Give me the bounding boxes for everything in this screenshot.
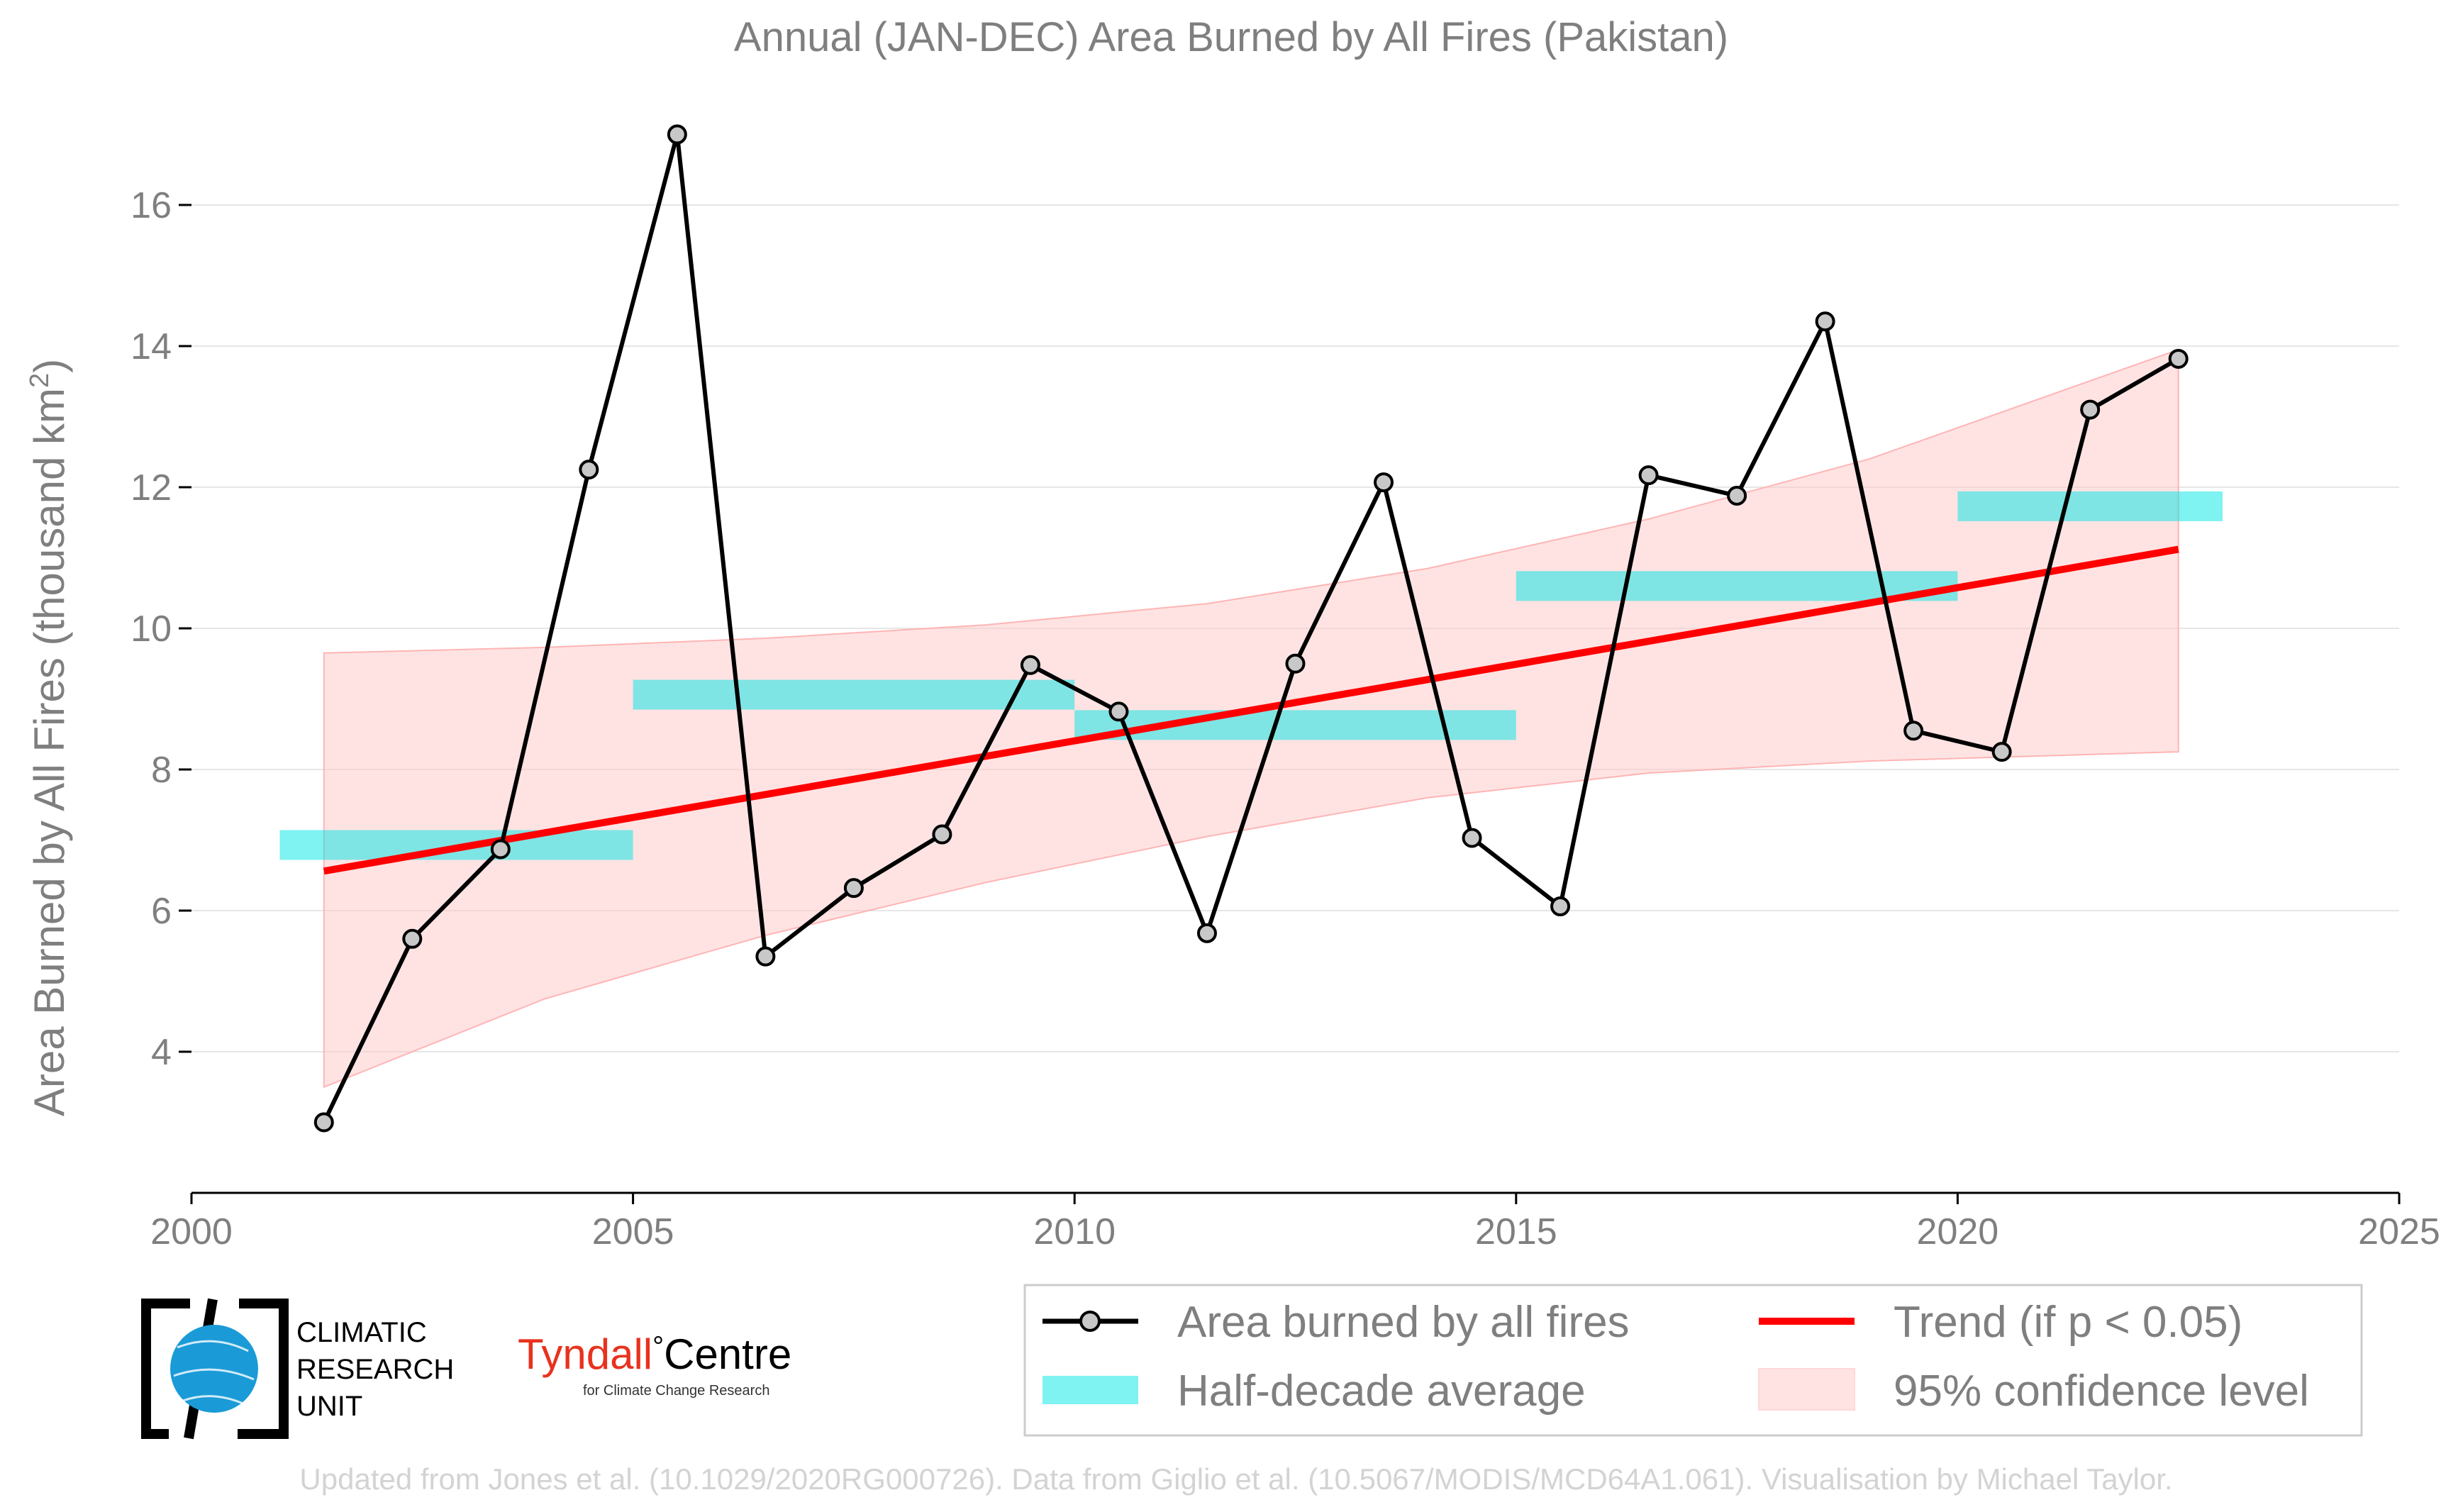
- legend-swatch-half-decade: [1043, 1376, 1138, 1404]
- legend-swatch-series-marker: [1079, 1311, 1101, 1332]
- data-point: [1020, 655, 1040, 675]
- data-point: [1727, 485, 1747, 506]
- y-tick-label: 14: [130, 326, 172, 367]
- y-axis-label-sup: 2: [25, 373, 55, 388]
- data-point: [1374, 472, 1394, 493]
- data-point: [402, 928, 423, 949]
- chart-title: Annual (JAN-DEC) Area Burned by All Fire…: [734, 14, 1728, 60]
- legend-label-confidence: 95% confidence level: [1894, 1367, 2309, 1416]
- half-decade-bar: [633, 679, 1075, 710]
- data-point: [1196, 923, 1217, 943]
- cru-text-2: RESEARCH: [296, 1354, 454, 1385]
- x-tick-label: 2015: [1475, 1211, 1557, 1252]
- y-tick-label: 12: [130, 467, 172, 508]
- y-tick-label: 16: [130, 185, 172, 226]
- y-tick-label: 10: [130, 608, 172, 650]
- data-point: [1903, 721, 1924, 741]
- series-line: [322, 132, 2180, 1123]
- cru-text-3: UNIT: [296, 1391, 362, 1422]
- tyndall-logo: Tyndall°Centre for Climate Change Resear…: [518, 1330, 791, 1399]
- data-point: [1285, 653, 1306, 674]
- tyndall-centre: Centre: [664, 1330, 791, 1378]
- legend-box: [1023, 1284, 2363, 1437]
- tyndall-main: Tyndall: [518, 1330, 652, 1378]
- data-point: [1815, 311, 1835, 332]
- legend-swatch-confidence: [1758, 1368, 1855, 1411]
- trend-line-group: [323, 545, 2179, 875]
- y-axis-label: Area Burned by All Fires (thousand km2): [25, 359, 73, 1116]
- data-point: [579, 460, 599, 480]
- data-point: [843, 878, 864, 899]
- cru-logo-frame: [141, 1299, 289, 1439]
- x-tick-label: 2010: [1033, 1211, 1116, 1252]
- data-point: [1108, 701, 1129, 722]
- data-point: [1550, 896, 1571, 917]
- y-axis-label-main: Area Burned by All Fires (thousand km: [26, 388, 73, 1116]
- x-axis-ticks: 2000 2005 2010 2015 2020 2025: [150, 1193, 2440, 1252]
- y-tick-label: 4: [151, 1032, 172, 1073]
- x-tick-label: 2000: [150, 1211, 233, 1252]
- legend: Area burned by all fires Half-decade ave…: [1023, 1284, 2363, 1437]
- y-axis-ticks: 4 6 8 10 12 14 16: [130, 185, 191, 1073]
- tyndall-sub: for Climate Change Research: [583, 1383, 769, 1399]
- data-point: [2168, 348, 2189, 369]
- legend-label-half-decade: Half-decade average: [1177, 1367, 1586, 1416]
- legend-label-trend: Trend (if p < 0.05): [1894, 1298, 2242, 1347]
- y-tick-label: 8: [151, 750, 172, 791]
- data-point: [2080, 399, 2101, 420]
- cru-logo: CLIMATIC RESEARCH UNIT: [141, 1298, 454, 1440]
- data-series: [313, 124, 2189, 1133]
- x-tick-label: 2005: [592, 1211, 674, 1252]
- data-point: [1991, 742, 2012, 762]
- data-point: [932, 824, 952, 845]
- y-tick-label: 6: [151, 891, 172, 932]
- x-tick-label: 2020: [1917, 1211, 1999, 1252]
- data-point: [313, 1112, 334, 1133]
- half-decade-bar: [1074, 710, 1516, 740]
- tyndall-degree: °: [652, 1331, 664, 1362]
- half-decade-bar: [1957, 491, 2223, 521]
- trend-line: [323, 545, 2179, 875]
- cru-text-1: CLIMATIC: [296, 1317, 427, 1348]
- x-tick-label: 2025: [2358, 1211, 2440, 1252]
- data-point: [1638, 465, 1659, 486]
- legend-label-series: Area burned by all fires: [1177, 1298, 1630, 1347]
- footer-credit: Updated from Jones et al. (10.1029/2020R…: [299, 1462, 2172, 1496]
- y-axis-label-close: ): [26, 359, 73, 373]
- data-point: [755, 946, 776, 967]
- tyndall-name: Tyndall°Centre: [518, 1330, 791, 1378]
- data-point: [1462, 828, 1482, 848]
- data-point: [490, 839, 511, 860]
- data-point: [667, 124, 687, 145]
- globe-lines: [173, 1340, 255, 1406]
